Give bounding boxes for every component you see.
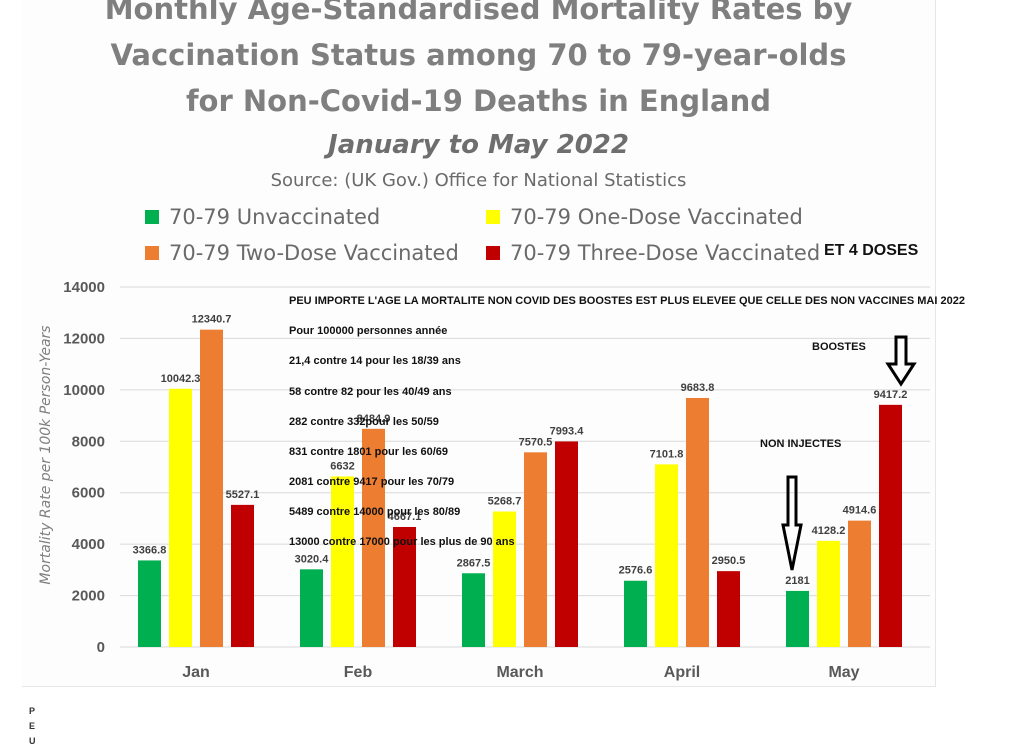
y-axis-label: Mortality Rate per 100k Person-Years — [38, 325, 54, 584]
bar — [817, 540, 840, 647]
footer-letter-2: E — [29, 721, 36, 731]
annotation-headline: PEU IMPORTE L'AGE LA MORTALITE NON COVID… — [289, 295, 965, 307]
data-label: 2867.5 — [457, 557, 491, 569]
arrow-down-icon-boostes — [885, 335, 917, 387]
bar — [331, 476, 354, 647]
legend-label-unvaccinated: 70-79 Unvaccinated — [169, 205, 381, 229]
legend-label-three-dose: 70-79 Three-Dose Vaccinated — [510, 241, 821, 265]
y-tick-label: 4000 — [72, 536, 105, 553]
legend-label-two-dose: 70-79 Two-Dose Vaccinated — [169, 241, 459, 265]
annotation-row-90-plus: 13000 contre 17000 pour les plus de 90 a… — [289, 536, 515, 548]
data-label: 2181 — [785, 575, 809, 587]
data-label: 2950.5 — [712, 555, 746, 567]
legend-label-one-dose: 70-79 One-Dose Vaccinated — [510, 205, 803, 229]
y-tick-label: 2000 — [72, 588, 105, 605]
bar — [362, 428, 385, 647]
data-label: 2576.6 — [619, 565, 653, 577]
chart-subtitle: January to May 2022 — [328, 130, 629, 160]
data-label: 12340.7 — [192, 314, 232, 326]
bar — [686, 397, 709, 647]
arrow-layer — [781, 335, 917, 571]
y-tick-label: 10000 — [63, 382, 105, 399]
footer-letter-1: P — [29, 706, 36, 716]
chart-title-line-3: for Non-Covid-19 Deaths in England — [185, 84, 772, 118]
bar — [786, 590, 809, 647]
data-label: 7993.4 — [550, 425, 585, 437]
y-tick-label: 6000 — [72, 485, 105, 502]
bar — [717, 571, 740, 647]
legend-swatch-two-dose — [145, 246, 159, 260]
legend-item-unvaccinated: 70-79 Unvaccinated — [145, 205, 380, 229]
bar — [169, 388, 192, 647]
chart-title-line-1: Monthly Age-Standardised Mortality Rates… — [104, 0, 853, 26]
annotation-row-60-69: 831 contre 1801 pour les 60/69 — [289, 446, 448, 458]
arrow-down-icon-non-injectes — [781, 475, 803, 571]
data-label: 4667.1 — [388, 511, 422, 523]
data-label: 10042.3 — [161, 373, 201, 385]
data-label: 5527.1 — [226, 489, 260, 501]
annotation-per-100k: Pour 100000 personnes année — [289, 325, 448, 337]
y-tick-label: 0 — [97, 639, 105, 656]
data-label: 4914.6 — [843, 505, 877, 517]
data-label: 7101.8 — [650, 448, 684, 460]
legend-swatch-one-dose — [486, 210, 500, 224]
y-tick-label: 8000 — [72, 433, 105, 450]
legend-item-three-dose: 70-79 Three-Dose Vaccinated — [486, 241, 820, 265]
legend-swatch-three-dose — [486, 246, 500, 260]
x-category-label: May — [828, 664, 859, 681]
footer-letter-3: U — [29, 736, 36, 746]
chart-title-line-2: Vaccination Status among 70 to 79-year-o… — [110, 38, 847, 72]
annotation-row-50-59: 282 contre 332pour les 50/59 — [289, 416, 439, 428]
bar — [138, 560, 161, 647]
bar — [200, 329, 223, 647]
bar — [524, 452, 547, 647]
chart-source: Source: (UK Gov.) Office for National St… — [270, 170, 687, 191]
data-label: 7570.5 — [519, 436, 553, 448]
x-category-label: Jan — [182, 664, 210, 681]
data-label: 4128.2 — [812, 525, 846, 537]
data-label: 5268.7 — [488, 496, 522, 508]
legend-swatch-unvaccinated — [145, 210, 159, 224]
bar — [848, 520, 871, 647]
bar — [393, 526, 416, 647]
bar — [655, 464, 678, 647]
annotation-row-40-49: 58 contre 82 pour les 40/49 ans — [289, 386, 452, 398]
annotation-row-70-79: 2081 contre 9417 pour les 70/79 — [289, 476, 455, 488]
data-label: 6632 — [330, 460, 354, 472]
x-category-label: Feb — [344, 664, 373, 681]
annotation-row-18-39: 21,4 contre 14 pour les 18/39 ans — [289, 355, 461, 367]
x-category-label: April — [664, 664, 700, 681]
annotation-boostes: BOOSTES — [812, 341, 866, 353]
data-label: 8484.9 — [357, 413, 391, 425]
data-label: 9417.2 — [874, 389, 908, 401]
bar — [879, 404, 902, 647]
legend-item-one-dose: 70-79 One-Dose Vaccinated — [486, 205, 803, 229]
bar-layer — [138, 329, 902, 647]
bar — [555, 441, 578, 647]
label-layer: 0 2000 4000 6000 8000 10000 12000 14000 3366.8 10… — [63, 279, 907, 681]
x-category-label: March — [496, 664, 543, 681]
annotation-four-doses: ET 4 DOSES — [824, 242, 919, 259]
data-label: 9683.8 — [681, 382, 715, 394]
bar — [462, 573, 485, 647]
annotation-non-injectes: NON INJECTES — [760, 438, 842, 450]
annotation-row-80-89: 5489 contre 14000 pour les 80/89 — [289, 506, 461, 518]
bar — [231, 504, 254, 647]
data-label: 3366.8 — [133, 544, 167, 556]
bar — [624, 580, 647, 647]
data-label: 3020.4 — [295, 553, 330, 565]
y-tick-label: 14000 — [63, 279, 105, 296]
legend-item-two-dose: 70-79 Two-Dose Vaccinated — [145, 241, 459, 265]
footer-letters: P E U — [29, 704, 36, 749]
bar — [493, 511, 516, 647]
y-tick-label: 12000 — [63, 330, 105, 347]
bar — [300, 569, 323, 647]
